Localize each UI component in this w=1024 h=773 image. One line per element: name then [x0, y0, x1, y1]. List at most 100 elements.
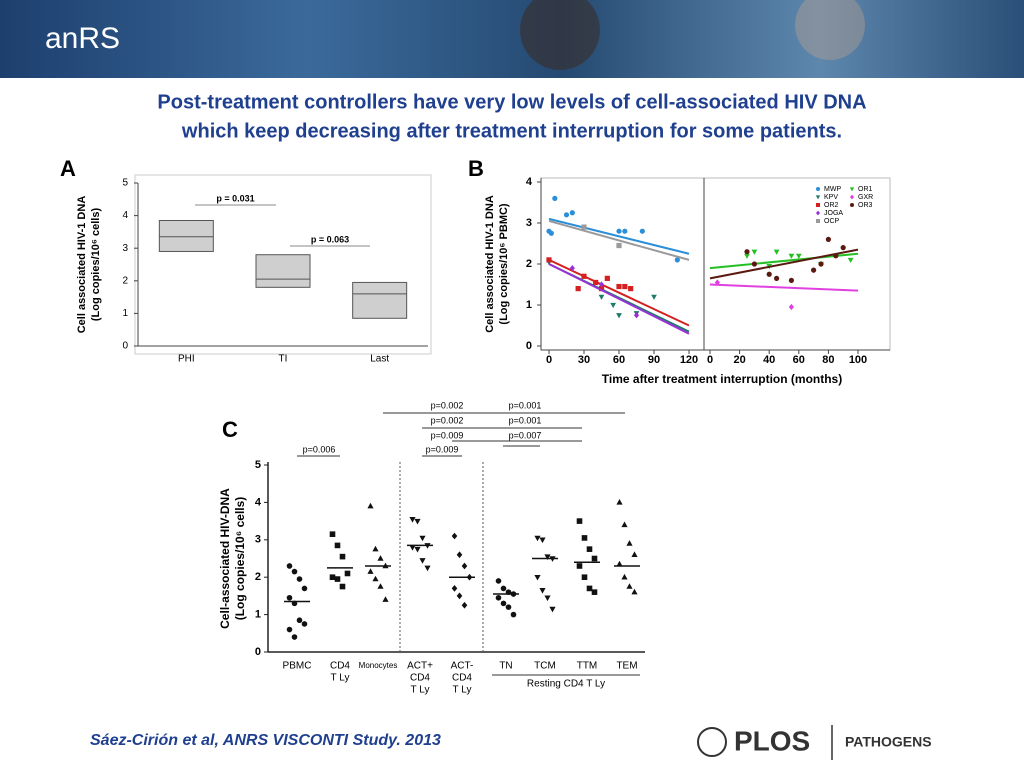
y-tick-label: 0	[255, 646, 261, 658]
y-axis-label: Cell associated HIV-1 DNA	[484, 195, 496, 333]
marker	[339, 553, 346, 560]
marker	[456, 592, 463, 600]
x-tick-label: 80	[822, 354, 834, 366]
marker	[616, 242, 622, 249]
marker	[639, 228, 645, 234]
marker	[291, 634, 298, 640]
box	[352, 281, 408, 319]
fit-line	[709, 248, 859, 280]
annotation: p=0.009	[426, 444, 459, 454]
y-axis-label: (Log copies/10⁶ cells)	[233, 497, 247, 621]
marker	[461, 562, 468, 570]
marker	[296, 617, 303, 624]
marker	[576, 563, 583, 569]
panel-label: C	[222, 417, 238, 442]
x-tick-label: ACT-	[451, 661, 474, 672]
x-tick-label: T Ly	[331, 673, 350, 684]
slide-title: which keep decreasing after treatment in…	[181, 120, 842, 142]
legend-label: OR3	[858, 202, 873, 209]
marker	[631, 588, 638, 595]
marker	[604, 275, 610, 281]
marker	[569, 210, 575, 216]
marker	[616, 283, 622, 290]
annotation: p=0.001	[509, 415, 542, 425]
marker	[773, 249, 780, 255]
marker	[598, 286, 605, 292]
marker	[610, 302, 617, 309]
marker	[788, 253, 795, 259]
panel-label: B	[468, 156, 484, 181]
marker	[815, 195, 821, 200]
marker	[334, 576, 341, 582]
fit-line	[548, 263, 690, 335]
marker	[539, 588, 546, 594]
x-tick-label: 60	[613, 354, 625, 366]
x-tick-label: ACT+	[407, 661, 433, 672]
annotation: p = 0.063	[311, 234, 349, 244]
marker	[581, 224, 587, 230]
marker	[626, 583, 633, 589]
legend-label: MWP	[824, 186, 841, 193]
header-banner	[0, 0, 1024, 78]
x-tick-label: Last	[370, 354, 389, 365]
legend-label: JOGA	[824, 210, 843, 217]
fit-line	[548, 217, 690, 255]
x-tick-label: CD4	[330, 661, 350, 672]
marker	[591, 589, 598, 595]
marker	[382, 596, 389, 602]
fit-line	[548, 219, 690, 261]
y-tick-label: 2	[255, 571, 261, 583]
marker	[766, 271, 772, 277]
marker	[591, 555, 598, 562]
x-tick-label: 100	[849, 354, 867, 366]
marker	[414, 546, 421, 553]
x-tick-label: TTM	[577, 661, 598, 672]
marker	[816, 187, 820, 191]
marker	[633, 312, 640, 319]
marker	[816, 219, 820, 223]
x-tick-label: 40	[763, 354, 775, 366]
marker	[581, 273, 587, 279]
marker	[549, 606, 556, 613]
panel-label: A	[60, 156, 76, 181]
marker	[850, 194, 854, 200]
annotation: p=0.001	[509, 400, 542, 410]
marker	[372, 575, 379, 582]
marker	[581, 535, 588, 541]
y-tick-label: 2	[122, 275, 128, 286]
y-tick-label: 0	[122, 341, 128, 352]
marker	[569, 264, 575, 272]
marker	[825, 236, 832, 242]
y-tick-label: 1	[122, 308, 128, 319]
marker	[621, 573, 628, 580]
annotation: p=0.007	[509, 430, 542, 440]
marker	[616, 499, 623, 505]
annotation: p=0.009	[431, 430, 464, 440]
y-tick-label: 4	[526, 176, 533, 188]
marker	[409, 545, 416, 551]
x-tick-label: 60	[793, 354, 805, 366]
marker	[576, 518, 583, 524]
legend-label: GXR	[858, 194, 873, 201]
y-axis-label: Cell associated HIV-1 DNA	[76, 196, 88, 334]
marker	[616, 228, 622, 234]
marker	[552, 195, 558, 201]
fit-line	[709, 283, 859, 292]
legend-label: OCP	[824, 218, 840, 225]
marker	[575, 286, 581, 292]
marker	[367, 568, 374, 574]
marker	[622, 283, 628, 290]
marker	[296, 576, 303, 582]
marker	[505, 604, 512, 610]
y-tick-label: 4	[255, 496, 262, 508]
marker	[833, 253, 839, 259]
marker	[534, 574, 541, 581]
annotation: p=0.002	[431, 400, 464, 410]
marker	[751, 249, 758, 255]
x-tick-label: 120	[680, 354, 698, 366]
x-tick-label: T Ly	[411, 685, 430, 696]
plot-frame	[134, 174, 432, 355]
marker	[548, 230, 554, 236]
marker	[451, 532, 458, 540]
